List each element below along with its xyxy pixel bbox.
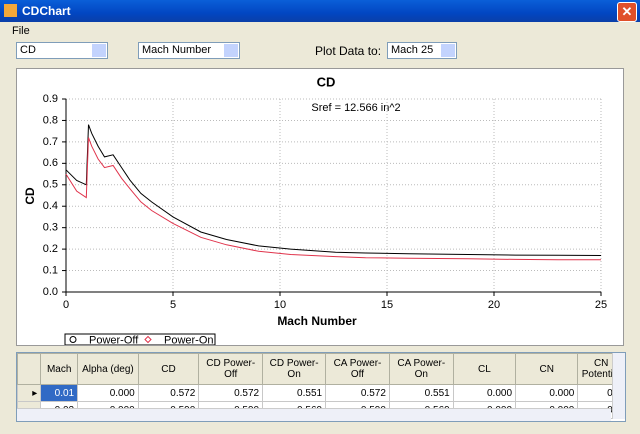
legend-marker — [144, 335, 152, 344]
window-title: CDChart — [22, 4, 71, 18]
column-header: CL — [452, 353, 517, 385]
cell[interactable]: 0.572 — [325, 384, 390, 402]
horizontal-scrollbar — [17, 408, 611, 421]
cell[interactable]: 0.551 — [388, 384, 454, 402]
coefficient-dropdown[interactable]: CD — [16, 42, 108, 59]
column-header: CD Power-Off — [198, 353, 264, 385]
legend-label: Power-On — [164, 334, 214, 346]
header-row: Mach Alpha (deg) CD CD Power-Off CD Power-On… — [17, 353, 625, 385]
plot-to-dropdown[interactable]: Mach 25 — [387, 42, 457, 59]
legend-marker — [69, 336, 77, 343]
app-icon — [4, 4, 17, 17]
cell[interactable]: 0.000 — [77, 384, 139, 402]
column-header: CA Power-On — [388, 353, 454, 385]
legend-box — [64, 333, 216, 345]
column-header: CD Power-On — [262, 353, 327, 385]
cell[interactable]: 0.572 — [198, 384, 264, 402]
cell[interactable]: 0.01 — [40, 384, 79, 402]
menu-file[interactable]: File — [12, 25, 30, 37]
cell[interactable]: 0.000 — [452, 384, 517, 402]
x-tick-label: 0 — [63, 299, 69, 311]
cell[interactable]: 0.551 — [262, 384, 327, 402]
column-header: CN — [515, 353, 579, 385]
y-tick-label: 0.7 — [43, 136, 58, 148]
series-line — [65, 124, 602, 256]
chart: CD Sref = 12.566 in^2 Mach Number CD 0.0 0.1 0… — [16, 68, 624, 346]
x-tick-label: 5 — [170, 299, 176, 311]
column-header: CD — [137, 353, 200, 385]
x-tick-label: 25 — [595, 299, 607, 311]
y-tick-label: 0.3 — [43, 222, 58, 234]
y-tick-label: 0.9 — [43, 93, 58, 105]
y-axis-label: CD — [23, 187, 37, 205]
y-tick-label: 0.2 — [43, 243, 58, 255]
column-header: Mach — [40, 353, 79, 385]
cell[interactable]: 0.572 — [137, 384, 200, 402]
row-header — [17, 353, 42, 385]
y-tick-label: 0.6 — [43, 157, 58, 169]
title-bar: CDChart ✕ — [0, 0, 640, 22]
y-tick-label: 0.1 — [43, 264, 58, 276]
column-header: CA Power-Off — [325, 353, 390, 385]
data-row: ▸ 0.01 0.000 0.572 0.572 0.551 0.572 0.551 0.000… — [17, 384, 625, 402]
chart-title: CD — [317, 74, 336, 89]
data-grid: Mach Alpha (deg) CD CD Power-Off CD Power-On… — [16, 352, 626, 422]
legend-label: Power-Off — [89, 334, 139, 346]
close-button[interactable]: ✕ — [617, 2, 637, 22]
cell[interactable]: 0.000 — [515, 384, 579, 402]
x-tick-label: 10 — [274, 299, 286, 311]
x-tick-label: 15 — [381, 299, 393, 311]
y-tick-label: 0.5 — [43, 179, 58, 191]
y-tick-label: 0.0 — [43, 286, 58, 298]
x-tick-label: 20 — [488, 299, 500, 311]
row-header[interactable]: ▸ — [17, 384, 42, 402]
x-variable-dropdown[interactable]: Mach Number — [138, 42, 240, 59]
series-line — [65, 137, 601, 261]
y-tick-label: 0.8 — [43, 114, 58, 126]
column-header: Alpha (deg) — [77, 353, 139, 385]
plot-label: Plot Data to: — [315, 44, 382, 58]
vertical-scrollbar — [612, 353, 625, 419]
annotation: Sref = 12.566 in^2 — [311, 102, 400, 114]
x-axis-label: Mach Number — [277, 314, 357, 328]
y-tick-label: 0.4 — [43, 200, 58, 212]
